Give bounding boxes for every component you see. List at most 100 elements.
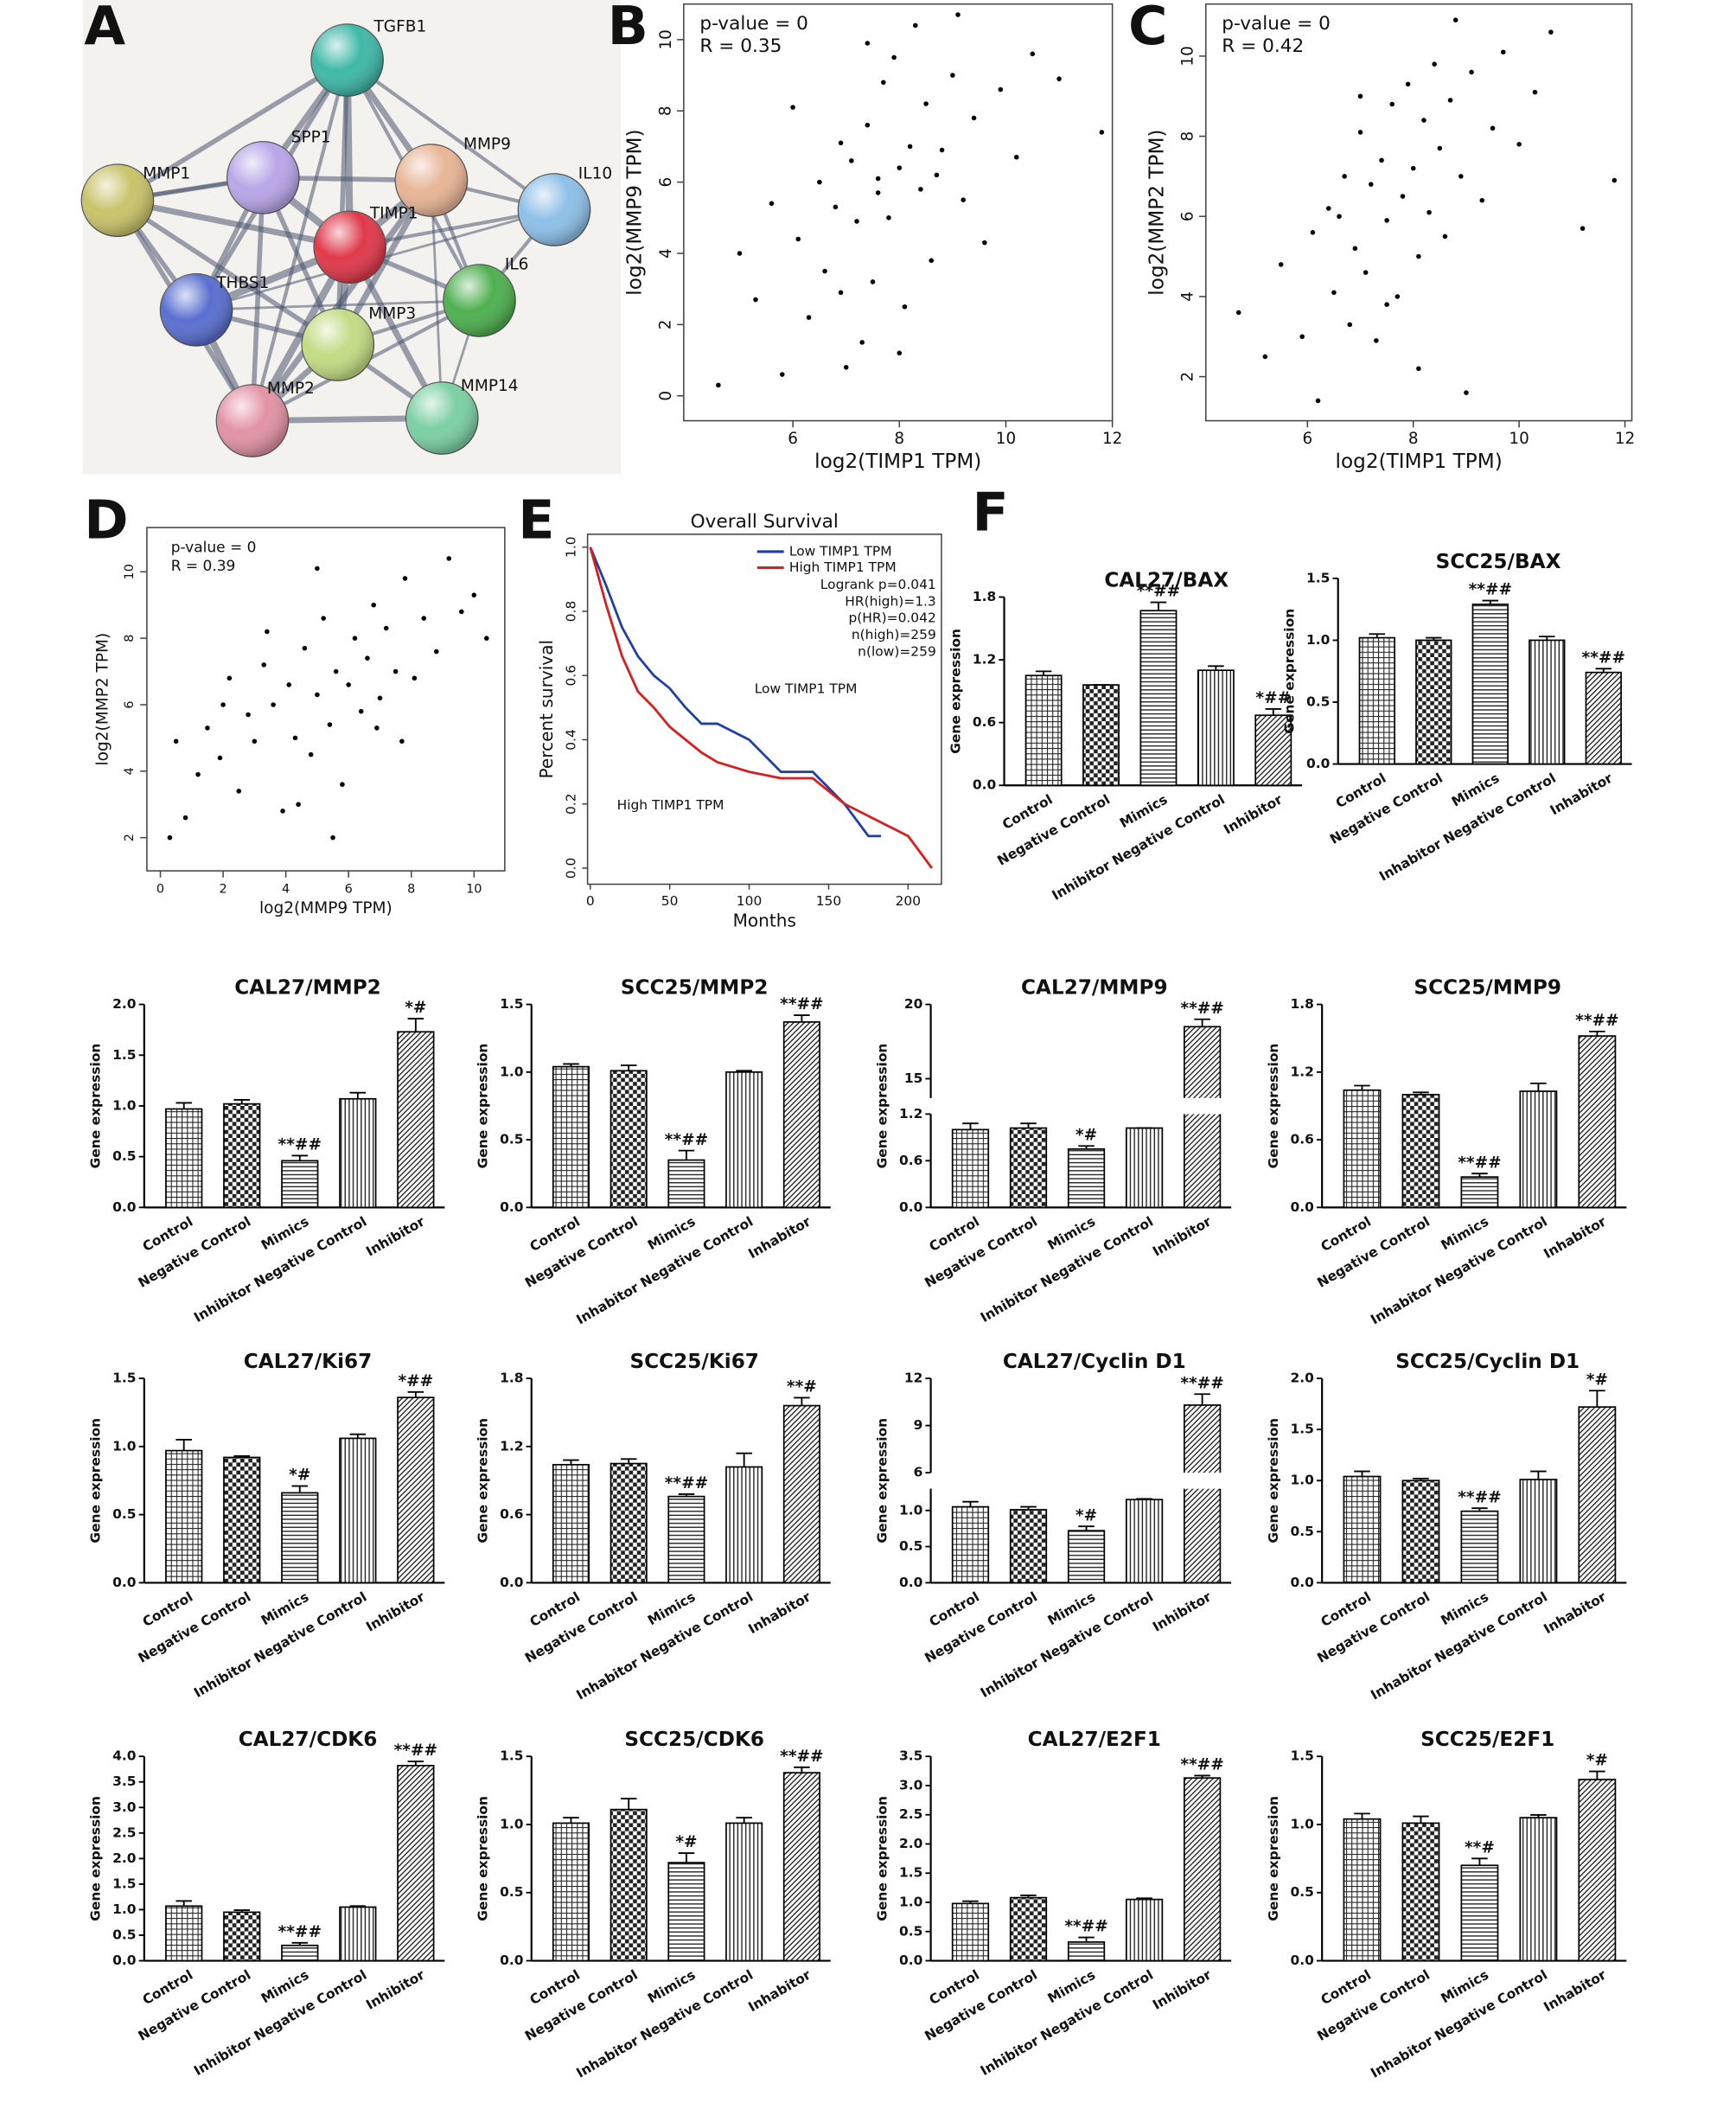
chart-title: CAL27/E2F1	[1028, 1729, 1161, 1751]
significance: **##	[1137, 583, 1180, 601]
point	[365, 655, 370, 661]
y-tick-label: 0.0	[899, 1199, 922, 1215]
point	[1532, 89, 1538, 95]
x-tick-label: 6	[345, 883, 353, 897]
network-edge	[196, 299, 480, 311]
point	[1384, 218, 1389, 223]
x-tick-label: 100	[737, 893, 762, 909]
bar	[1460, 1176, 1499, 1209]
point	[923, 101, 929, 106]
bar	[782, 1021, 820, 1209]
point	[358, 708, 364, 714]
point	[1337, 214, 1342, 220]
x-tick-label: 150	[816, 893, 841, 909]
y-tick-label: 10	[657, 29, 675, 49]
bar	[1401, 1094, 1440, 1209]
y-tick-label: 1.5	[500, 996, 523, 1012]
point	[1442, 233, 1448, 240]
point	[1262, 354, 1268, 360]
chart-title: CAL27/Cyclin D1	[1003, 1351, 1186, 1373]
x-tick-label: Inhabitor	[1541, 1213, 1610, 1262]
bar	[1343, 1818, 1382, 1962]
axis-break	[1181, 1473, 1223, 1489]
y-tick-label: 1.8	[500, 1371, 523, 1386]
y-tick-label: 2.5	[112, 1825, 136, 1840]
y-tick-label: 1.2	[973, 652, 996, 668]
x-tick-label: 12	[1102, 430, 1122, 448]
significance: **#	[1465, 1839, 1495, 1857]
bar	[223, 1456, 261, 1584]
point	[795, 236, 801, 242]
plot-frame	[586, 534, 942, 885]
bar	[1519, 1090, 1558, 1209]
point	[182, 815, 188, 821]
bar	[951, 1505, 990, 1584]
bar	[1471, 604, 1509, 765]
point	[833, 204, 839, 210]
y-tick-label: 0.5	[899, 1923, 922, 1939]
point	[340, 782, 345, 787]
bar	[397, 1031, 435, 1209]
x-tick-label: 8	[1408, 430, 1419, 448]
point	[195, 771, 201, 777]
bar	[1183, 1026, 1222, 1209]
network-edge	[116, 198, 340, 347]
point	[236, 789, 241, 794]
y-tick-label: 1.0	[1291, 1473, 1314, 1488]
point	[753, 297, 758, 303]
bar	[165, 1108, 203, 1209]
y-tick-label: 0.0	[1306, 756, 1330, 771]
bar	[552, 1464, 590, 1584]
plot-frame	[683, 3, 1114, 422]
y-axis-label: log2(MMP9 TPM)	[624, 130, 647, 296]
point	[1368, 182, 1374, 187]
node-shine	[227, 141, 299, 214]
chart-title: CAL27/MMP2	[234, 977, 381, 1000]
y-tick-label: 6	[657, 177, 675, 188]
point	[459, 609, 464, 615]
network-edge	[116, 58, 349, 203]
y-axis-label: Gene expression	[475, 1796, 491, 1921]
point	[315, 692, 320, 698]
annotation: R = 0.42	[1222, 35, 1304, 57]
x-axis-label: log2(TIMP1 TPM)	[1336, 451, 1503, 473]
chart-title: SCC25/BAX	[1436, 551, 1561, 573]
y-axis-label: Gene expression	[88, 1044, 104, 1169]
chart-title: SCC25/MMP9	[1414, 977, 1561, 1000]
point	[1490, 125, 1496, 131]
y-tick-label: 1.0	[112, 1438, 136, 1454]
y-tick-label: 0.4	[564, 729, 579, 751]
y-tick-label: 0.8	[564, 601, 579, 623]
x-tick-label: 10	[1509, 430, 1529, 448]
x-tick-label: Inhibitor	[1221, 791, 1285, 837]
bar	[1067, 1148, 1106, 1209]
annotation: n(low)=259	[858, 643, 936, 659]
y-tick-label: 1.0	[112, 1097, 136, 1113]
y-tick-label: 0.2	[564, 793, 579, 815]
point	[1310, 230, 1316, 235]
point	[333, 668, 339, 674]
y-tick-label: 0.5	[112, 1148, 136, 1164]
bar	[223, 1102, 261, 1209]
significance: *#	[405, 999, 426, 1017]
annotation: n(high)=259	[852, 627, 936, 642]
bar	[610, 1070, 648, 1209]
point	[1352, 246, 1358, 252]
point	[859, 340, 865, 345]
bar	[281, 1944, 319, 1962]
point	[1469, 69, 1474, 75]
point	[1416, 366, 1421, 372]
bar	[397, 1764, 435, 1962]
legend-label: Low TIMP1 TPM	[789, 543, 892, 559]
point	[1395, 294, 1401, 299]
plot-frame	[146, 527, 506, 872]
y-tick-label: 0.6	[973, 714, 996, 730]
node-shine	[443, 264, 516, 337]
chart-title: Overall Survival	[691, 511, 839, 533]
y-tick-label: 3.5	[899, 1748, 922, 1764]
y-tick-label: 1.2	[500, 1438, 523, 1454]
y-axis-label: log2(MMP2 TPM)	[93, 633, 112, 766]
point	[1099, 130, 1105, 135]
bar	[1358, 636, 1395, 765]
point	[1548, 29, 1554, 35]
